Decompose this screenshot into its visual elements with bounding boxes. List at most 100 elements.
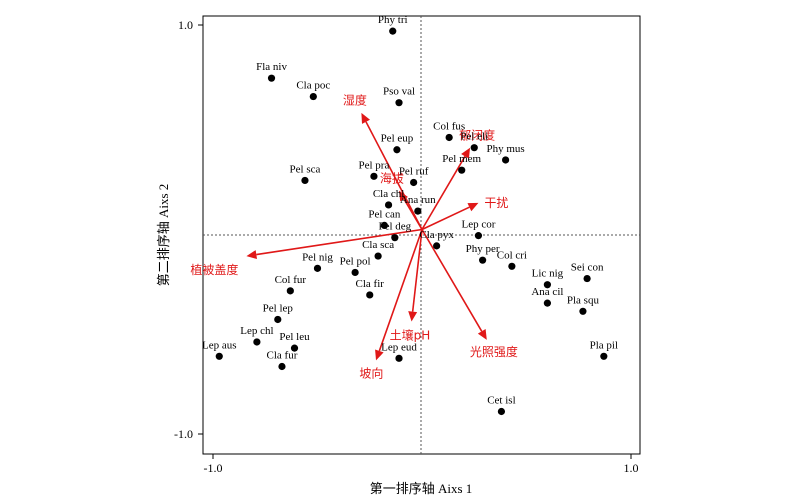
species-point (278, 362, 286, 371)
species-label: Pla squ (567, 294, 600, 306)
species-label: Pel eli (460, 131, 488, 143)
species-point (579, 307, 587, 315)
env-arrow-shaft (403, 198, 423, 230)
env-label: 植被盖度 (190, 262, 238, 277)
species-label: Ana run (400, 194, 436, 206)
species-point (274, 315, 282, 324)
species-point (286, 287, 294, 295)
species-point (351, 268, 359, 277)
species-point (395, 354, 403, 362)
env-arrow-head (467, 202, 479, 212)
env-label: 坡向 (359, 366, 383, 381)
x-axis-label: 第一排序轴 Aixs 1 (370, 481, 473, 496)
species-label: Lep eud (381, 341, 417, 353)
species-label: Pel can (368, 208, 401, 220)
env-label: 干扰 (484, 196, 508, 210)
env-arrow-shaft (256, 228, 423, 256)
species-label: Cet isl (487, 395, 515, 407)
species-label: Pel ruf (399, 165, 429, 177)
species-point (395, 99, 403, 107)
species-label: Pso val (383, 86, 415, 98)
species-point (380, 221, 388, 230)
species-label: Lep chl (240, 325, 273, 337)
env-label: 郁闭度 (459, 128, 495, 143)
species-point (389, 27, 397, 35)
species-point (290, 344, 299, 352)
x-tick-label-min: -1.0 (204, 461, 223, 475)
species-point (433, 242, 441, 250)
species-label: Pel lep (263, 302, 294, 314)
species-point (384, 201, 393, 209)
species-label: Pel pol (340, 255, 371, 267)
species-label: Cla poc (296, 80, 330, 92)
species-label: Cla chl (373, 188, 404, 200)
env-arrow-shaft (421, 206, 470, 231)
env-arrow-head (375, 349, 384, 361)
species-label: Lep aus (202, 339, 237, 351)
species-label: Sei con (571, 262, 604, 274)
species-point (267, 74, 276, 82)
species-label: Pel eup (381, 133, 414, 145)
species-point (215, 352, 223, 360)
species-label: Pla pil (590, 339, 618, 351)
env-arrow-shaft (365, 121, 423, 230)
species-label: Cla pyx (419, 229, 454, 241)
env-arrow-shaft (421, 155, 466, 230)
species-point (301, 176, 309, 185)
env-arrow-head (399, 190, 408, 202)
species-label: Phy tri (378, 14, 408, 26)
y-tick-label-min: -1.0 (174, 427, 193, 441)
species-label: Col fur (275, 274, 307, 286)
x-tick-label-max: 1.0 (624, 461, 639, 475)
species-label: Cla fir (356, 278, 385, 290)
species-point (479, 256, 487, 264)
y-tick-label-max: 1.0 (178, 18, 193, 32)
species-point (370, 172, 378, 180)
species-point (374, 252, 382, 260)
species-label: Fla niv (256, 61, 287, 73)
species-point (474, 232, 483, 240)
species-point (313, 264, 322, 272)
species-label: Phy per (466, 243, 500, 255)
env-arrow-head (408, 311, 418, 322)
species-point (309, 92, 317, 101)
env-arrow-head (461, 147, 471, 159)
env-label: 海拔 (380, 171, 404, 186)
env-label: 土壤pH (390, 327, 431, 342)
species-point (600, 352, 608, 360)
env-arrow-head (477, 329, 487, 340)
species-point (508, 262, 516, 270)
env-arrow-head (246, 250, 258, 260)
species-point (445, 133, 453, 142)
y-axis-label: 第二排序轴 Aixs 2 (156, 184, 171, 287)
species-point (583, 274, 591, 283)
species-label: Cla sca (362, 239, 394, 251)
species-point (470, 144, 478, 152)
species-point (543, 299, 552, 307)
species-label: Pel sca (290, 163, 321, 175)
species-label: Pel nig (302, 251, 333, 263)
species-label: Lic nig (532, 268, 564, 280)
env-arrow-shaft (411, 229, 423, 312)
species-point (391, 234, 399, 242)
species-label: Pel pra (359, 159, 390, 171)
species-point (543, 281, 552, 289)
species-point (253, 338, 261, 346)
species-point (410, 178, 418, 187)
species-point (497, 407, 506, 416)
env-arrow-head (361, 112, 370, 124)
species-label: Pel deg (378, 221, 411, 233)
species-label: Lep cor (461, 219, 495, 231)
species-label: Col cri (497, 249, 527, 261)
species-point (458, 166, 466, 174)
env-label: 光照强度 (470, 344, 518, 359)
env-label: 湿度 (343, 93, 367, 108)
species-label: Pel leu (279, 331, 310, 343)
species-label: Ana cil (531, 286, 563, 298)
species-point (366, 291, 374, 299)
species-point (414, 207, 422, 215)
env-arrow-shaft (378, 229, 423, 352)
